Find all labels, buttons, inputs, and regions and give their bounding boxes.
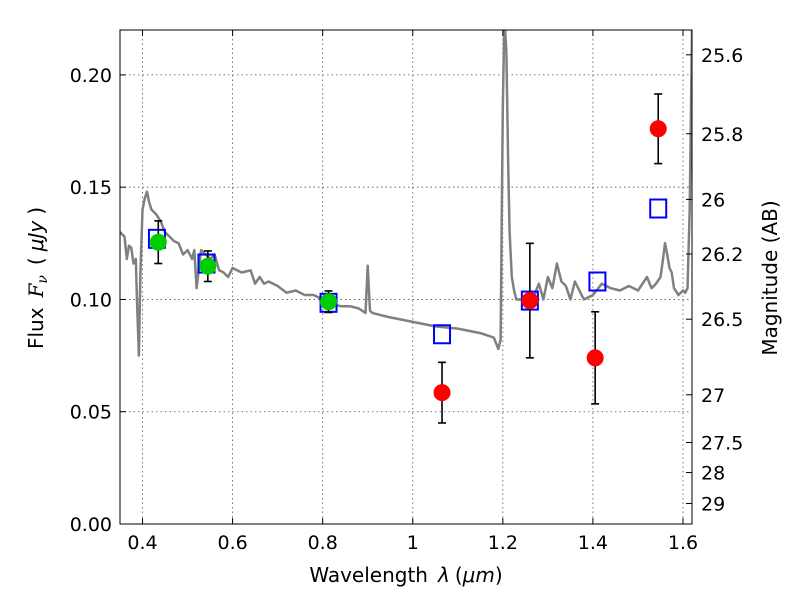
y2-tick-label: 26 — [701, 189, 725, 211]
y2-tick-label: 26.5 — [701, 309, 743, 331]
y2-tick-label: 27.5 — [701, 432, 743, 454]
observed-point-red — [433, 384, 451, 402]
observed-point-red — [521, 292, 539, 310]
y-tick-label: 0.05 — [70, 402, 112, 424]
x-tick-label: 0.6 — [217, 532, 247, 554]
observed-point-red — [586, 349, 604, 367]
y2-tick-label: 28 — [701, 463, 725, 485]
y2-axis-label: Magnitude (AB) — [758, 200, 782, 355]
y-tick-label: 0.20 — [70, 65, 112, 87]
x-tick-label: 0.4 — [127, 532, 157, 554]
y-tick-label: 0.00 — [70, 514, 112, 536]
model-point — [588, 271, 607, 292]
y-tick-label: 0.10 — [70, 289, 112, 311]
template-spectrum-line — [120, 30, 692, 357]
y2-tick-label: 25.6 — [701, 45, 743, 67]
x-tick-label: 1.2 — [488, 532, 518, 554]
y-axis-label: FluxFν(μJy) — [24, 207, 51, 349]
x-tick-label: 1.6 — [668, 532, 698, 554]
observed-point-green — [199, 257, 217, 275]
y2-tick-label: 27 — [701, 385, 725, 407]
x-tick-label: 1 — [407, 532, 419, 554]
observed-point-green — [320, 293, 338, 311]
x-tick-label: 0.8 — [308, 532, 338, 554]
plot-frame — [119, 29, 693, 525]
model-point — [649, 198, 668, 219]
observed-point-green — [149, 233, 167, 251]
tick-labels: 0.4 0.6 0.8 1 1.2 1.4 1.6 0.00 0.05 0.10 0.15 0.20 2… — [70, 45, 744, 554]
y2-tick-label: 29 — [701, 494, 725, 516]
y2-tick-label: 25.8 — [701, 124, 743, 146]
data-series — [120, 30, 692, 424]
observed-point-red — [649, 120, 667, 138]
model-point — [433, 324, 452, 345]
axis-ticks — [120, 30, 692, 525]
plot-area — [120, 30, 692, 424]
x-axis-label: Wavelength λ (μm) — [309, 563, 502, 587]
x-tick-label: 1.4 — [578, 532, 608, 554]
y-tick-label: 0.15 — [70, 177, 112, 199]
y2-tick-label: 26.2 — [701, 244, 743, 266]
